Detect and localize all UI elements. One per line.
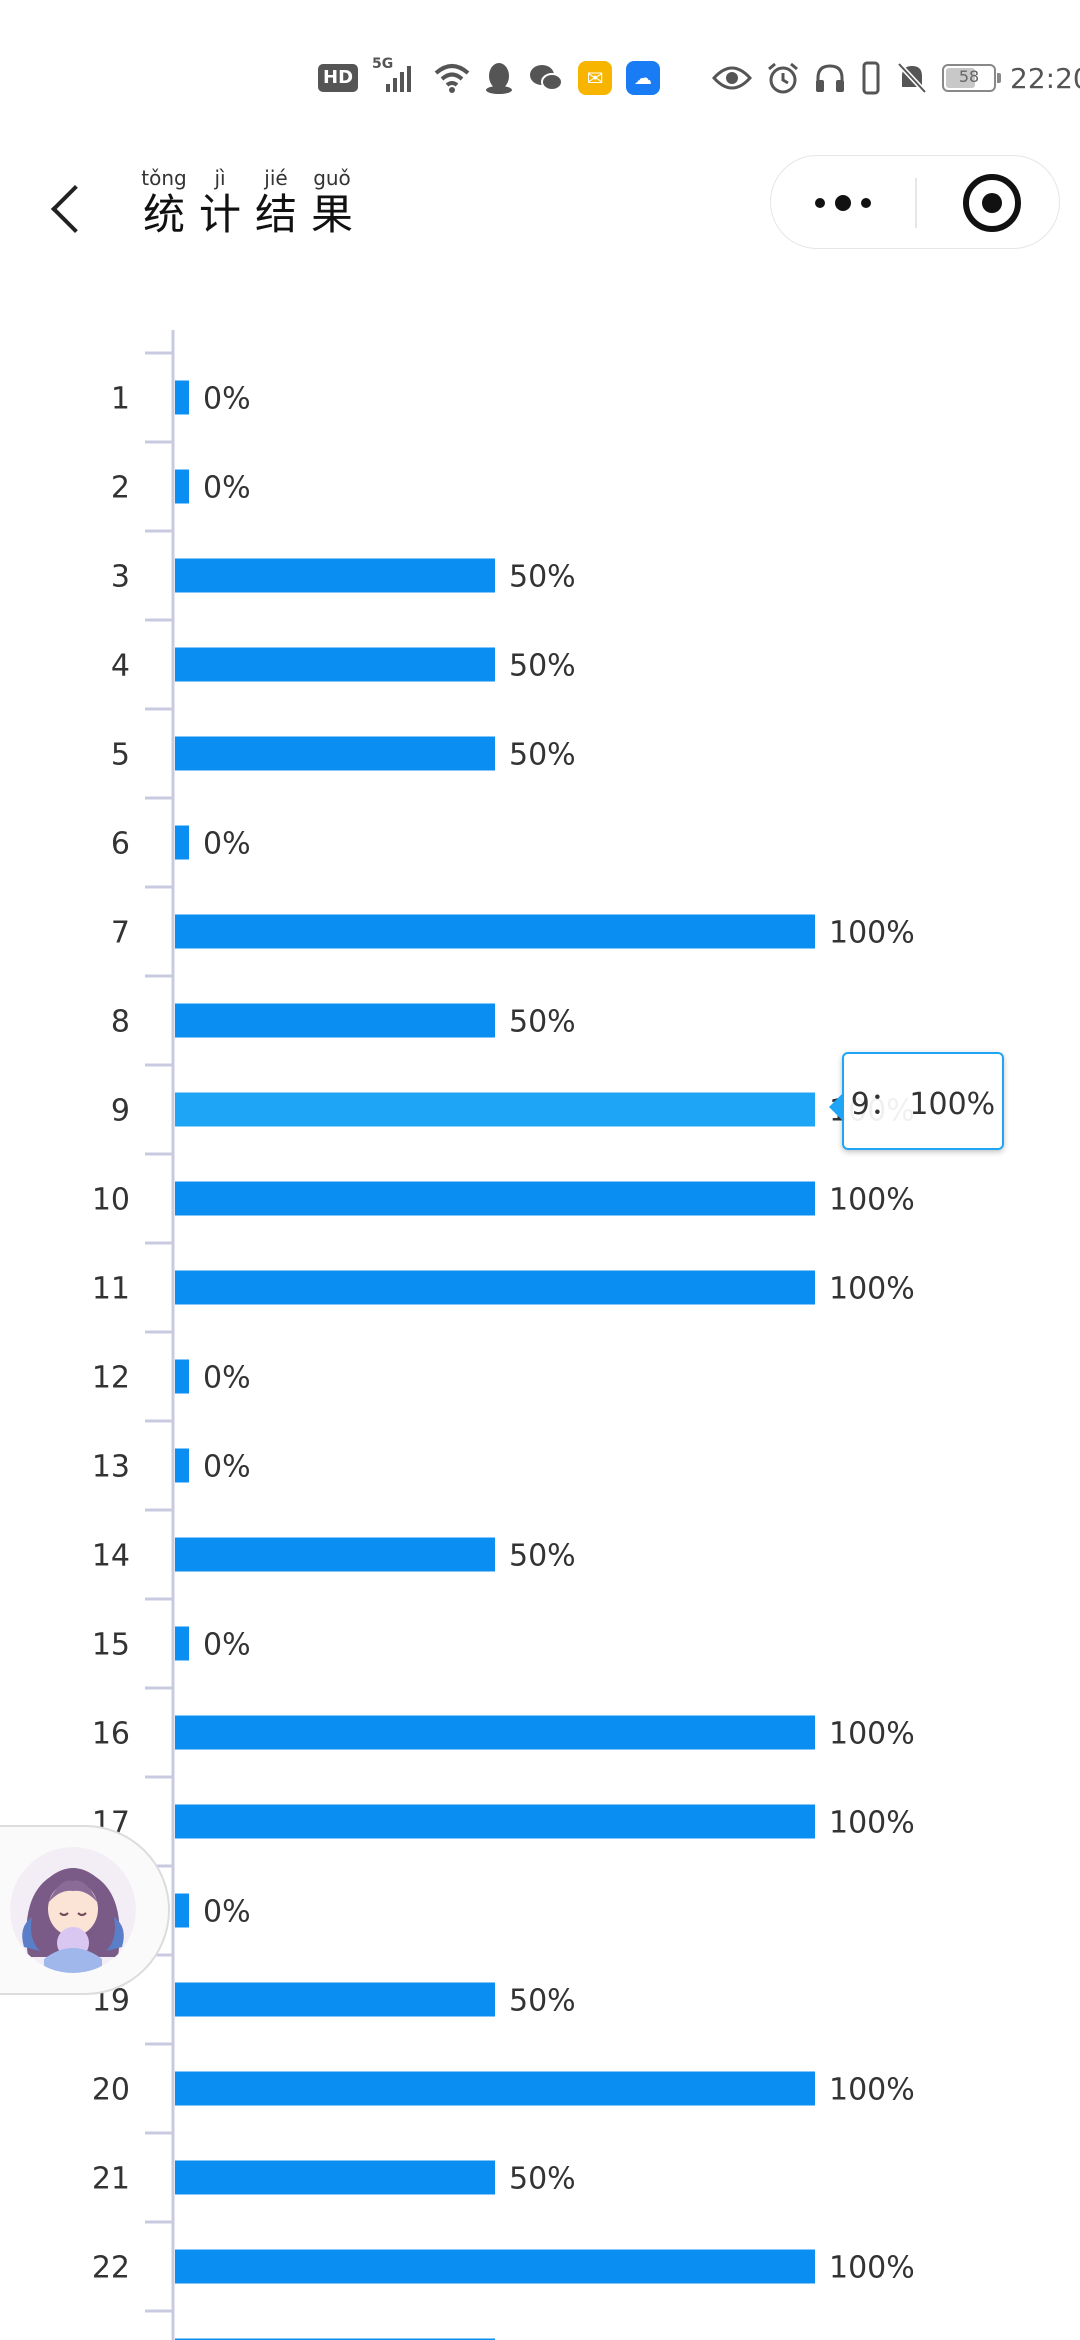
category-label: 22	[92, 2251, 130, 2286]
bar	[175, 914, 815, 949]
category-label: 12	[92, 1361, 130, 1396]
bar	[175, 558, 495, 593]
bar	[175, 469, 189, 504]
category-label: 13	[92, 1450, 130, 1485]
bar	[175, 1092, 815, 1127]
bar	[175, 1270, 815, 1305]
more-options-button[interactable]	[811, 186, 891, 220]
bar	[175, 736, 495, 771]
category-label: 1	[111, 382, 130, 417]
close-mini-program-button[interactable]	[963, 174, 1021, 232]
category-label: 15	[92, 1628, 130, 1663]
status-right-icons: 58 22:20	[712, 58, 1080, 98]
bar	[175, 2338, 495, 2340]
value-label: 50%	[509, 1984, 576, 2019]
bar	[175, 1448, 189, 1483]
bar	[175, 2071, 815, 2106]
value-label: 0%	[203, 1895, 251, 1930]
headphones-icon	[816, 64, 844, 92]
bar	[175, 1804, 815, 1839]
alarm-icon	[768, 62, 798, 94]
floating-assistant[interactable]	[0, 1825, 170, 1995]
value-label: 50%	[509, 738, 576, 773]
value-label: 100%	[829, 1183, 915, 1218]
eye-icon	[712, 66, 752, 90]
value-label: 100%	[829, 1272, 915, 1307]
category-label: 8	[111, 1005, 130, 1040]
title-char: jì 计	[198, 166, 241, 239]
category-label: 14	[92, 1539, 130, 1574]
category-label: 20	[92, 2073, 130, 2108]
nav-bar: tǒng 统 jì 计 jié 结 guǒ 果	[0, 150, 1080, 270]
title-char: jié 结	[254, 166, 297, 239]
value-label: 100%	[829, 1717, 915, 1752]
clock: 22:20	[1010, 61, 1080, 95]
bar	[175, 1537, 495, 1572]
value-label: 50%	[509, 1539, 576, 1574]
bar	[175, 825, 189, 860]
status-left-icons: HD 5G ✉ ☁	[318, 56, 661, 98]
value-label: 50%	[509, 1005, 576, 1040]
chevron-left-icon	[50, 184, 100, 234]
value-label: 100%	[829, 2073, 915, 2108]
category-label: 16	[92, 1717, 130, 1752]
value-label: 100%	[829, 2251, 915, 2286]
bar	[175, 1715, 815, 1750]
qq-icon	[486, 63, 513, 94]
page-title: tǒng 统 jì 计 jié 结 guǒ 果	[140, 165, 364, 255]
category-label: 6	[111, 827, 130, 862]
category-label: 3	[111, 560, 130, 595]
avatar[interactable]	[10, 1847, 136, 1973]
bar	[175, 1893, 189, 1928]
category-label: 11	[92, 1272, 130, 1307]
bar	[175, 1003, 495, 1038]
bar	[175, 647, 495, 682]
value-label: 100%	[829, 916, 915, 951]
mini-program-capsule	[770, 155, 1060, 249]
category-label: 4	[111, 649, 130, 684]
value-label: 100%	[829, 1806, 915, 1841]
category-label: 9	[111, 1094, 130, 1129]
wifi-icon	[434, 64, 470, 93]
bar	[175, 1626, 189, 1661]
bar	[175, 1359, 189, 1394]
bar	[175, 2160, 495, 2195]
value-label: 50%	[509, 649, 576, 684]
bar	[175, 380, 189, 415]
bar-chart: 1 0% 2 0% 3 50% 4 50% 5 50% 6 0% 7 100% 8 50% 9 100% 10 100…	[92, 330, 915, 2340]
bar	[175, 1982, 495, 2017]
value-label: 0%	[203, 382, 251, 417]
value-label: 50%	[509, 2162, 576, 2197]
status-bar: HD 5G ✉ ☁ 58 22:20	[0, 0, 1080, 150]
value-label: 0%	[203, 1361, 251, 1396]
capsule-divider	[915, 178, 917, 228]
back-button[interactable]	[40, 172, 100, 242]
value-label: 0%	[203, 1450, 251, 1485]
category-label: 5	[111, 738, 130, 773]
category-label: 21	[92, 2162, 130, 2197]
value-label: 50%	[509, 560, 576, 595]
value-label: 0%	[203, 1628, 251, 1663]
app-icon: ☁	[626, 61, 661, 95]
value-label: 0%	[203, 471, 251, 506]
battery-icon: 58	[942, 64, 1001, 92]
signal-5g-icon: 5G	[372, 56, 420, 96]
value-label: 0%	[203, 827, 251, 862]
vibrate-icon	[862, 61, 880, 95]
title-char: tǒng 统	[141, 166, 187, 239]
category-label: 7	[111, 916, 130, 951]
bar	[175, 2249, 815, 2284]
category-label: 10	[92, 1183, 130, 1218]
mute-bell-icon	[897, 62, 927, 94]
bar	[175, 1181, 815, 1216]
hd-badge-icon: HD	[318, 64, 359, 92]
chart-tooltip: 9： 100%	[829, 1052, 1004, 1150]
mail-app-icon: ✉	[578, 61, 613, 95]
title-char: guǒ 果	[310, 166, 353, 239]
category-label: 2	[111, 471, 130, 506]
wechat-icon	[530, 65, 564, 91]
